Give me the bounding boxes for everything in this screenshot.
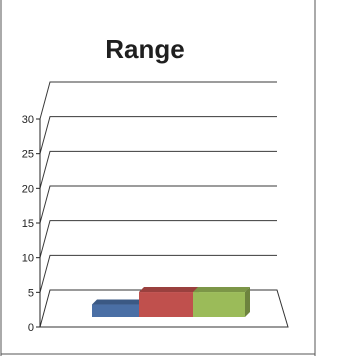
gridline-30 — [39, 81, 277, 120]
y-tick-label-30: 30 — [22, 114, 34, 126]
gridline-25 — [39, 116, 277, 154]
gridline-10 — [39, 220, 277, 258]
gridline-15 — [39, 185, 277, 224]
gridline-5 — [39, 254, 277, 293]
bar-series-1-top — [92, 299, 144, 305]
y-tick-label-20: 20 — [22, 183, 34, 195]
chart-title: Range — [105, 34, 184, 64]
y-tick-label-15: 15 — [22, 218, 34, 230]
y-tick-label-25: 25 — [22, 149, 34, 161]
bar-series-3-front — [193, 292, 245, 317]
bar-series-3-side — [245, 287, 250, 317]
bar-series-1-front — [92, 304, 139, 317]
bar-series-2-top — [139, 287, 199, 293]
plot-area: 0 5 10 15 20 25 30 — [22, 81, 289, 334]
gridline-20 — [39, 150, 277, 189]
bar-series-3-top — [193, 287, 250, 293]
y-tick-label-0: 0 — [28, 322, 34, 334]
y-tick-label-10: 10 — [22, 253, 34, 265]
y-tick-label-5: 5 — [28, 287, 34, 299]
bar-series-2-front — [139, 292, 194, 317]
